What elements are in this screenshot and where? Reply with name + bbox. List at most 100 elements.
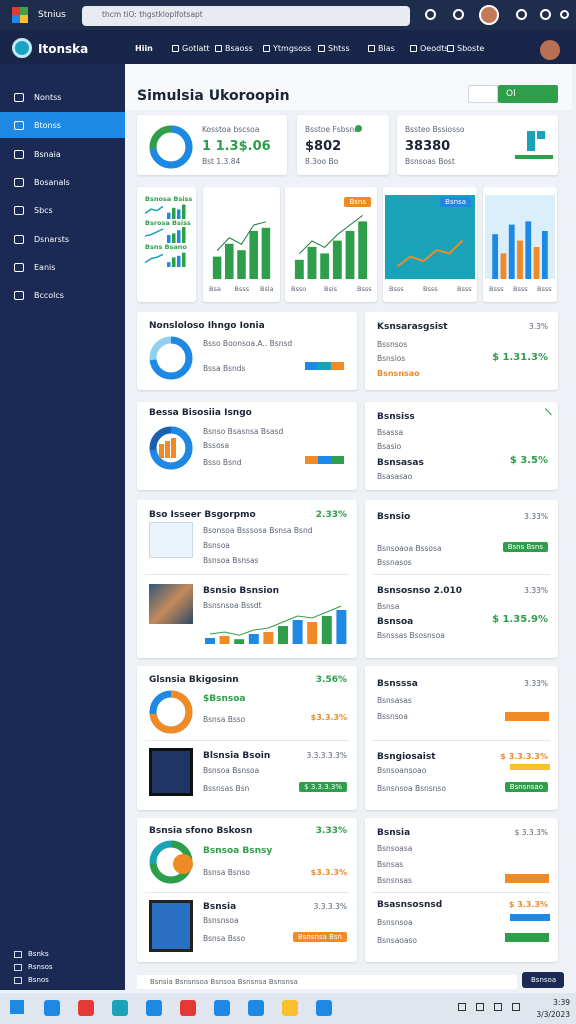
panel-text: $ 1.35.9% [492,614,548,625]
sidebar-item[interactable]: Bosanals [34,177,70,187]
donut-arc [149,125,193,169]
panel-text: Bsnsoa Bsnsoa [203,766,260,775]
sidebar-item[interactable]: Dsnarsts [34,234,70,244]
status-button-label[interactable]: Bsnsoa [531,976,557,984]
panel-text: 3.33% [524,586,548,595]
tablet-image [149,900,193,952]
panel-text: Bsnsnsoa [377,918,413,927]
browser-icon[interactable] [516,9,527,20]
taskbar-app[interactable] [214,1000,230,1016]
panel-card: Bsnsio 3.33% Bsnsoaoa Bssosa Bssnasos Bsns B… [365,500,558,658]
chart-card: Bsns Bsso Bsis Bsss [285,187,377,302]
bar [336,610,347,644]
sidebar-item[interactable]: Nontss [34,93,62,102]
sidebar-item[interactable]: Bccolcs [34,291,64,301]
panel-heading: Bsnsasas [377,458,424,468]
panel-heading: Bsasnsosnsd [377,900,443,910]
bar [358,221,368,279]
status-button[interactable]: Bsnsoa [522,972,564,988]
bar [278,626,288,644]
taskbar-app[interactable] [112,1000,128,1016]
panel-text: Bsso Bsnd [203,458,242,467]
panel-text: Bssa Bsnds [203,364,246,373]
sidebar-item[interactable]: Bsnaia [34,149,61,159]
panel-heading: Bessa Bisosiia Isngo [149,408,252,418]
panel-text: Bsnsoa [203,541,230,550]
panel-text: Bsnsoa Bsnsas [203,556,259,565]
icon-bar [165,441,170,458]
start-button[interactable] [10,1000,24,1014]
progress-bar [505,874,549,883]
status-dot [355,125,362,132]
sidebar-item[interactable]: Sbcs [34,206,53,216]
action-label[interactable]: Ol [506,89,516,99]
taskbar-app[interactable] [248,1000,264,1016]
taskbar-app[interactable] [44,1000,60,1016]
panel-text: Bsnsasas [377,696,412,705]
panel-text: Bsasasao [377,472,413,481]
panel-card: Glsnsia Bkigosinn 3.56% $Bsnsoa Bsnsa Bsso $… [137,666,357,810]
nav-item[interactable]: Bsaoss [225,44,253,53]
x-label: Bsss [489,285,504,293]
app-logo-icon [12,38,32,58]
nav-item[interactable]: Hiin [135,44,153,53]
bar [212,256,222,279]
address-bar[interactable] [82,6,410,26]
bar [541,231,548,279]
bar [249,231,258,279]
trend-line [209,605,342,636]
bar [172,257,176,267]
browser-icon[interactable] [425,9,436,20]
bar [320,253,330,279]
sidebar-footer-item[interactable]: Bsnks [28,950,49,958]
nav-icon [172,45,179,52]
panel-heading: Bso Isseer Bsgorpmo [149,510,256,520]
panel-text: Bsso Boonsoa.A.. Bsnsd [203,339,293,348]
kpi-note: Bsnsoas Bost [405,157,455,166]
sidebar-icon [14,291,24,301]
taskbar-app[interactable] [146,1000,162,1016]
chart-badge: Bsns [344,197,371,207]
sidebar-footer-icon [14,977,22,984]
chart-badge: Bsnsa [440,197,471,207]
action-primary[interactable]: Ol [498,85,558,103]
sidebar-item[interactable]: Eanis [34,262,56,272]
taskbar-app[interactable] [316,1000,332,1016]
legend-swatch [305,456,318,464]
taskbar-app[interactable] [180,1000,196,1016]
browser-icon[interactable] [540,9,551,20]
action-secondary[interactable] [468,85,498,103]
sidebar-item[interactable]: Btonss [34,121,61,131]
line [145,253,164,264]
kpi-label: Kosstoa bscsoa [202,125,260,134]
panel-text: Bsnsnsoa Bsnsnso [377,784,446,793]
window-close[interactable] [560,10,569,19]
panel-heading: Ksnsarasgsist [377,322,448,332]
nav-item[interactable]: Shtss [328,44,350,53]
status-bar [137,975,517,989]
profile-avatar[interactable] [479,5,499,25]
mini-chart [492,221,548,279]
progress-bar [510,914,550,921]
panel-text: $ 3.5% [509,455,548,466]
nav-item[interactable]: Sboste [457,44,485,53]
panel-text: Bssnsoa [377,712,408,721]
header-avatar[interactable] [540,40,560,60]
bar [182,204,186,219]
nav-item[interactable]: Gotlatt [182,44,210,53]
legend-swatch [318,362,331,370]
sidebar-footer-item[interactable]: Rsnsos [28,963,53,971]
sidebar-footer-item[interactable]: Bsnos [28,976,49,984]
nav-icon [318,45,325,52]
nav-item[interactable]: Ytmgsoss [273,44,312,53]
legend-swatch [305,362,318,370]
nav-item[interactable]: Oeodts [420,44,449,53]
nav-item[interactable]: Blas [378,44,395,53]
taskbar-app[interactable] [78,1000,94,1016]
browser-icon[interactable] [453,9,464,20]
taskbar-app[interactable] [282,1000,298,1016]
kpi-card: Bssteo Bssiosso 38380 Bsnsoas Bost [397,115,558,175]
bar [492,234,499,279]
divider [145,574,349,575]
